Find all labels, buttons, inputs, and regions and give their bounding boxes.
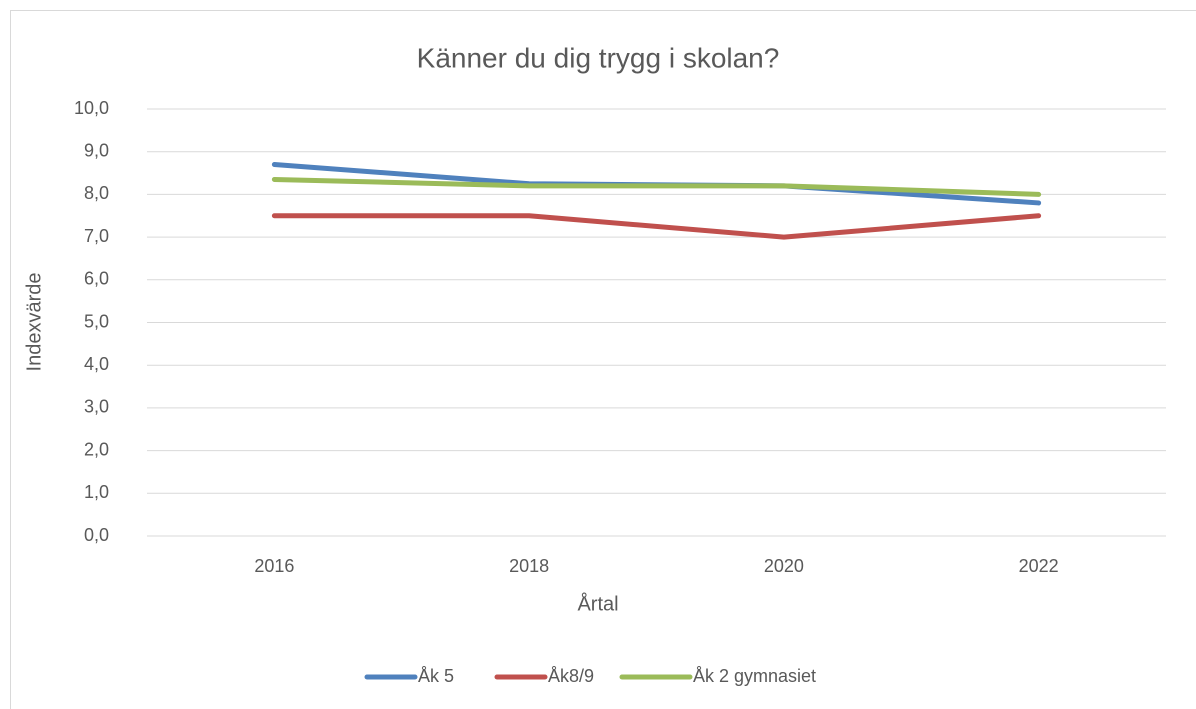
x-tick-label: 2016	[254, 556, 294, 576]
y-tick-label: 0,0	[84, 525, 109, 545]
x-tick-label: 2020	[764, 556, 804, 576]
legend-label: Åk8/9	[548, 666, 594, 686]
y-tick-label: 8,0	[84, 183, 109, 203]
chart-title: Känner du dig trygg i skolan?	[417, 42, 780, 73]
x-tick-label: 2018	[509, 556, 549, 576]
y-tick-label: 10,0	[74, 98, 109, 118]
y-tick-label: 9,0	[84, 140, 109, 160]
legend-label: Åk 2 gymnasiet	[693, 666, 816, 686]
y-tick-label: 4,0	[84, 354, 109, 374]
y-tick-label: 2,0	[84, 439, 109, 459]
x-tick-label: 2022	[1019, 556, 1059, 576]
y-tick-label: 6,0	[84, 269, 109, 289]
y-tick-label: 5,0	[84, 311, 109, 331]
y-tick-label: 3,0	[84, 397, 109, 417]
y-tick-label: 1,0	[84, 482, 109, 502]
line-series	[271, 176, 1042, 197]
x-axis-label: Årtal	[577, 592, 618, 615]
line-series	[271, 213, 1042, 240]
chart-frame	[10, 10, 1196, 709]
y-axis-label: Indexvärde	[23, 273, 45, 372]
y-tick-label: 7,0	[84, 226, 109, 246]
legend-label: Åk 5	[418, 666, 454, 686]
